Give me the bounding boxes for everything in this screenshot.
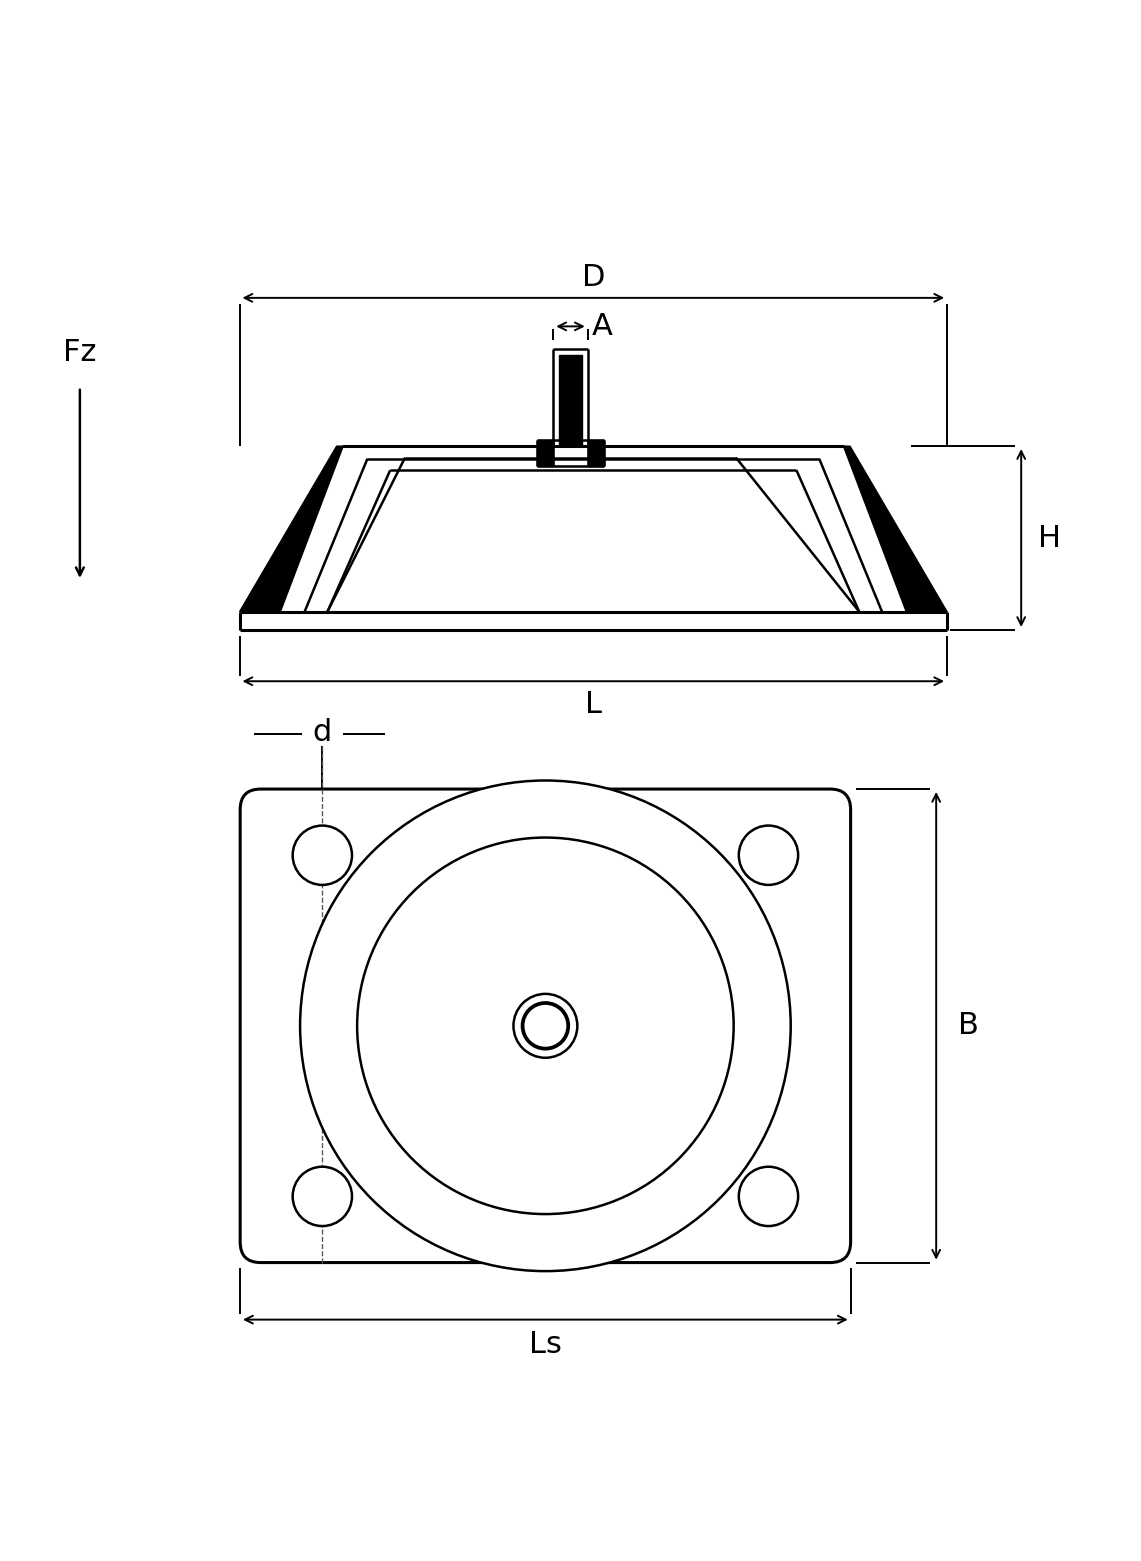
Text: B: B (957, 1012, 979, 1040)
Text: D: D (582, 262, 605, 292)
Polygon shape (559, 354, 582, 446)
Circle shape (523, 1004, 568, 1049)
Text: Fz: Fz (63, 339, 97, 367)
FancyBboxPatch shape (240, 788, 851, 1263)
Circle shape (739, 1166, 799, 1225)
Text: A: A (592, 312, 613, 340)
Text: d: d (313, 718, 332, 746)
Circle shape (357, 838, 734, 1214)
Text: L: L (585, 690, 601, 718)
Circle shape (292, 1166, 351, 1225)
Circle shape (300, 780, 791, 1271)
Polygon shape (240, 446, 342, 612)
Polygon shape (588, 440, 604, 465)
Text: Ls: Ls (529, 1330, 561, 1360)
Circle shape (292, 826, 351, 885)
Circle shape (739, 826, 799, 885)
Circle shape (513, 994, 577, 1058)
Polygon shape (537, 440, 553, 465)
Text: H: H (1038, 523, 1061, 553)
Polygon shape (844, 446, 947, 612)
